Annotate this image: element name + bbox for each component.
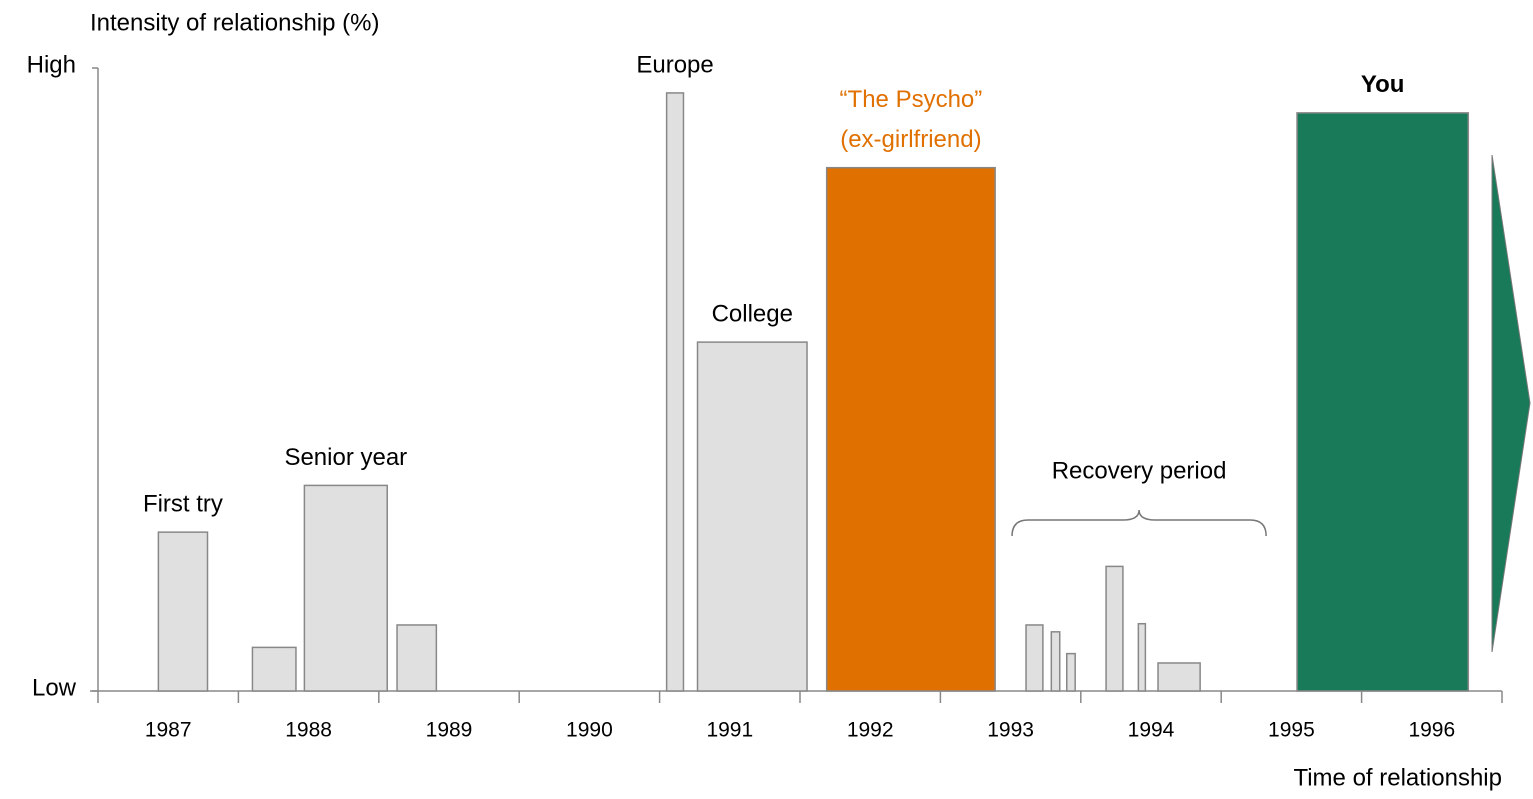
- bar-label: (ex-girlfriend): [840, 126, 981, 153]
- bar: [157, 531, 209, 692]
- bar: [1157, 662, 1201, 692]
- bar: [1025, 624, 1044, 692]
- x-tick-label: 1993: [987, 719, 1034, 742]
- y-tick-label: Low: [32, 674, 77, 701]
- bar-label: Europe: [636, 51, 713, 78]
- bar: [1137, 622, 1147, 692]
- group-label: Recovery period: [1052, 457, 1227, 484]
- x-tick-label: 1988: [285, 719, 332, 742]
- x-tick-label: 1989: [426, 719, 473, 742]
- y-axis-title: Intensity of relationship (%): [90, 9, 379, 36]
- bar: [303, 484, 388, 692]
- x-tick-label: 1990: [566, 719, 613, 742]
- bar: [396, 624, 438, 692]
- bar-label: College: [712, 300, 793, 327]
- bar: [1050, 631, 1061, 692]
- x-tick-label: 1987: [145, 719, 192, 742]
- bar: [1066, 652, 1076, 692]
- x-axis-title: Time of relationship: [1293, 764, 1502, 791]
- x-tick-label: 1996: [1408, 719, 1455, 742]
- x-tick-label: 1995: [1268, 719, 1315, 742]
- bar-label: “The Psycho”: [840, 86, 983, 113]
- bar: [1105, 565, 1124, 692]
- bar-label: Senior year: [284, 444, 407, 471]
- bar: [251, 646, 297, 692]
- bar-label: You: [1361, 71, 1405, 98]
- brace: [1011, 509, 1267, 537]
- y-tick-label: High: [27, 51, 76, 78]
- x-tick-label: 1992: [847, 719, 894, 742]
- x-tick-label: 1991: [706, 719, 753, 742]
- bar: [1296, 112, 1470, 692]
- bar-label: First try: [143, 490, 223, 517]
- continuation-arrow: [1491, 154, 1531, 653]
- x-tick-label: 1994: [1128, 719, 1175, 742]
- bar: [825, 166, 996, 692]
- bar: [665, 92, 685, 692]
- bar: [696, 341, 808, 692]
